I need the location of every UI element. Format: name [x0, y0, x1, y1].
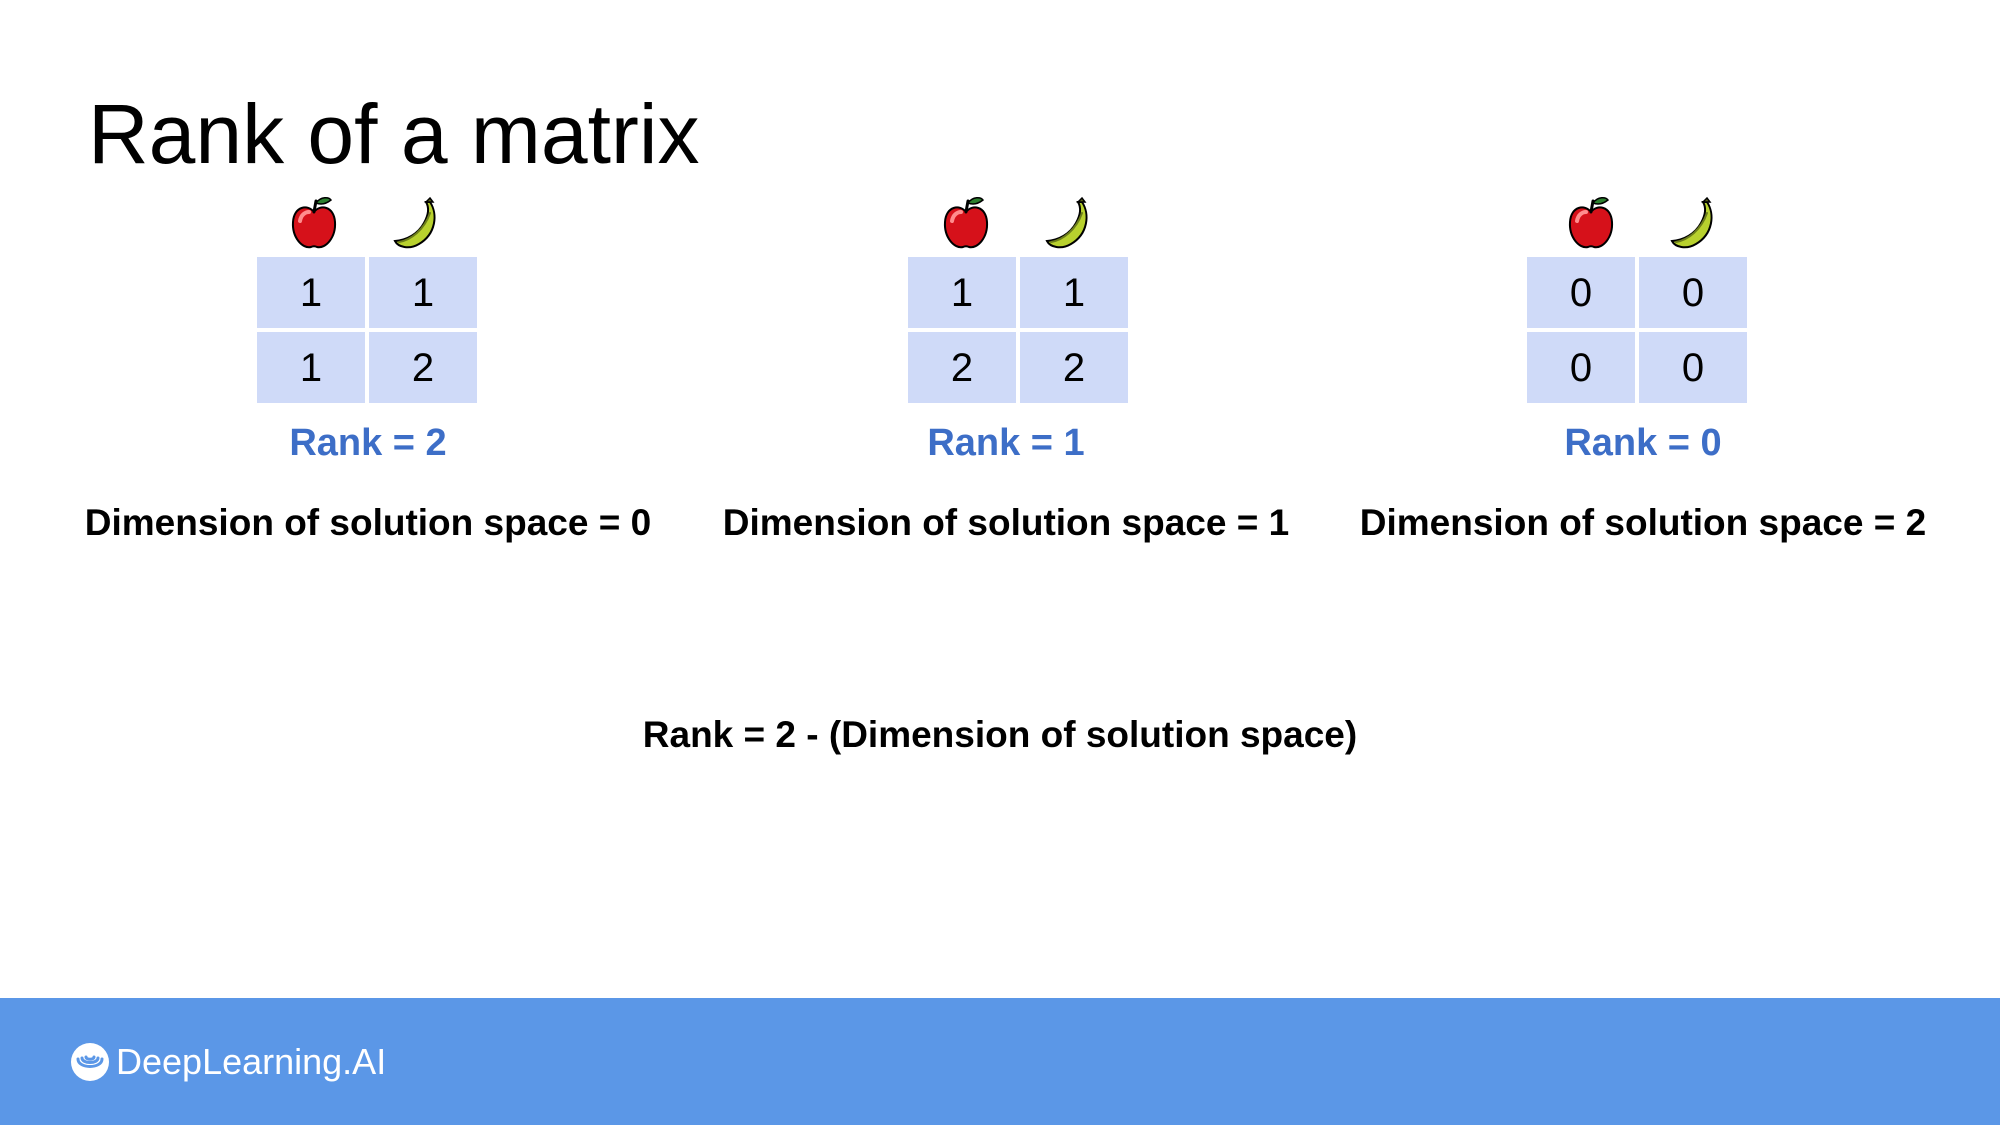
- banana-icon: [389, 194, 449, 254]
- rank-label: Rank = 2: [289, 422, 447, 464]
- slide-title: Rank of a matrix: [88, 87, 700, 181]
- rank-label: Rank = 1: [927, 422, 1085, 464]
- matrix-example-rank-1: 1 1 2 2 Rank = 1 Dimension of solution s…: [676, 190, 1336, 550]
- matrix-cell: 1: [257, 257, 365, 328]
- matrix-table: 1 1 1 2: [257, 257, 478, 405]
- matrix-table: 0 0 0 0: [1527, 257, 1748, 405]
- fruit-column-headers: [38, 190, 698, 260]
- matrix-cell: 2: [369, 332, 477, 403]
- rank-label: Rank = 0: [1564, 422, 1722, 464]
- matrix-cell: 0: [1527, 257, 1635, 328]
- matrix-table: 1 1 2 2: [908, 257, 1129, 405]
- solution-space-dimension-label: Dimension of solution space = 1: [722, 502, 1290, 543]
- matrix-cell: 2: [908, 332, 1016, 403]
- matrix-cell: 2: [1020, 332, 1128, 403]
- matrix-cell: 1: [257, 332, 365, 403]
- matrix-example-rank-0: 0 0 0 0 Rank = 0 Dimension of solution s…: [1313, 190, 1973, 550]
- matrix-cell: 0: [1639, 332, 1747, 403]
- apple-icon: [936, 194, 996, 254]
- matrix-cell: 0: [1527, 332, 1635, 403]
- fruit-column-headers: [1313, 190, 1973, 260]
- fruit-column-headers: [676, 190, 1336, 260]
- solution-space-dimension-label: Dimension of solution space = 0: [84, 502, 652, 543]
- matrix-cell: 1: [1020, 257, 1128, 328]
- apple-icon: [284, 194, 344, 254]
- brand-logo: DeepLearning.AI: [68, 1038, 386, 1086]
- footer-bar: DeepLearning.AI: [0, 998, 2000, 1125]
- banana-icon: [1666, 194, 1726, 254]
- brand-name: DeepLearning.AI: [116, 1041, 387, 1082]
- matrix-cell: 0: [1639, 257, 1747, 328]
- deeplearning-ai-logo-icon: [68, 1040, 112, 1084]
- matrix-cell: 1: [369, 257, 477, 328]
- matrix-example-rank-2: 1 1 1 2 Rank = 2 Dimension of solution s…: [38, 190, 698, 550]
- apple-icon: [1561, 194, 1621, 254]
- matrix-cell: 1: [908, 257, 1016, 328]
- rank-formula: Rank = 2 - (Dimension of solution space): [642, 714, 1358, 755]
- solution-space-dimension-label: Dimension of solution space = 2: [1359, 502, 1927, 543]
- banana-icon: [1041, 194, 1101, 254]
